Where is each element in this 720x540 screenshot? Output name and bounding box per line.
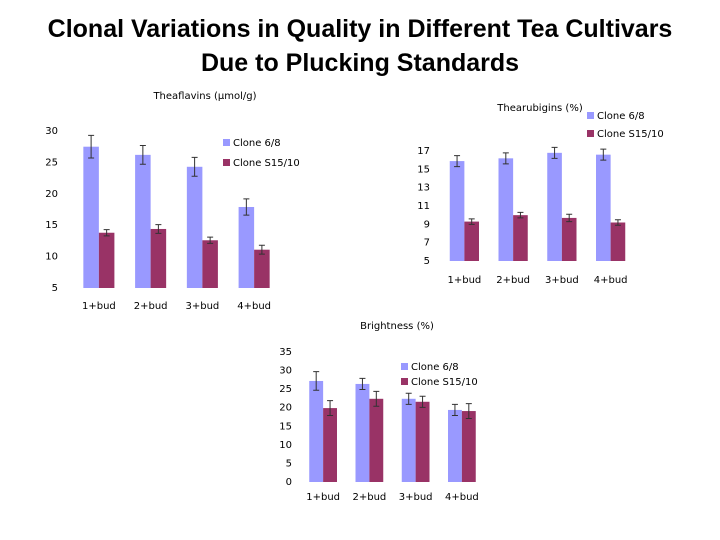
chart-title: Brightness (%): [360, 321, 434, 332]
bar: [238, 206, 255, 288]
error-bar: [551, 146, 558, 159]
legend-label: Clone S15/10: [233, 158, 300, 169]
bar: [448, 409, 462, 482]
error-bar: [359, 377, 366, 391]
y-tick-label: 15: [417, 164, 430, 175]
y-tick-label: 30: [45, 126, 58, 137]
bar: [254, 249, 270, 288]
error-bar: [451, 403, 458, 417]
x-tick-label: 1+bud: [82, 301, 116, 312]
y-tick-label: 17: [417, 146, 430, 157]
y-tick-label: 25: [279, 384, 292, 395]
error-bar: [502, 152, 509, 165]
y-tick-label: 7: [424, 238, 430, 249]
y-tick-label: 20: [45, 189, 58, 200]
bar: [498, 158, 514, 261]
y-tick-label: 25: [45, 157, 58, 168]
error-bar: [103, 229, 110, 237]
y-tick-label: 5: [52, 283, 58, 294]
legend-label: Clone 6/8: [233, 138, 281, 149]
y-tick-label: 20: [279, 403, 292, 414]
legend-swatch: [587, 130, 594, 137]
x-tick-label: 3+bud: [399, 492, 433, 503]
error-bar: [419, 395, 426, 408]
y-tick-label: 35: [279, 347, 292, 358]
y-tick-label: 0: [286, 477, 292, 488]
bar: [401, 398, 416, 482]
error-bar: [614, 219, 621, 226]
x-tick-label: 3+bud: [545, 275, 579, 286]
bar: [83, 146, 99, 288]
legend-swatch: [223, 159, 230, 166]
bar: [150, 228, 167, 288]
x-tick-label: 2+bud: [352, 492, 386, 503]
legend-label: Clone S15/10: [597, 129, 664, 140]
x-tick-label: 4+bud: [594, 275, 628, 286]
bar: [547, 152, 562, 261]
legend-label: Clone S15/10: [411, 377, 478, 388]
error-bar: [88, 134, 95, 159]
bar: [135, 154, 151, 288]
legend-swatch: [401, 378, 408, 385]
x-tick-label: 2+bud: [134, 301, 168, 312]
error-bar: [566, 213, 573, 223]
chart-title: Thearubigins (%): [496, 103, 583, 114]
legend-swatch: [587, 112, 594, 119]
bar: [449, 161, 465, 261]
y-tick-label: 5: [286, 458, 292, 469]
bar: [610, 222, 626, 261]
error-bar: [258, 244, 265, 255]
x-tick-label: 4+bud: [445, 492, 479, 503]
bar: [464, 221, 479, 261]
error-bar: [313, 371, 320, 391]
error-bar: [600, 148, 607, 161]
bar: [415, 401, 430, 482]
bar: [186, 166, 203, 288]
x-tick-label: 3+bud: [185, 301, 219, 312]
error-bar: [207, 236, 214, 244]
legend-label: Clone 6/8: [411, 362, 459, 373]
error-bar: [191, 156, 198, 177]
legend-swatch: [223, 139, 230, 146]
slide-title: Clonal Variations in Quality in Differen…: [47, 15, 673, 77]
y-tick-label: 30: [279, 366, 292, 377]
legend-label: Clone 6/8: [597, 111, 645, 122]
error-bar: [517, 211, 524, 219]
y-tick-label: 10: [279, 440, 292, 451]
bar: [513, 215, 528, 261]
chart-title: Theaflavins (µmol/g): [152, 91, 256, 102]
error-bar: [405, 392, 412, 405]
bar: [323, 408, 337, 482]
bar: [369, 398, 384, 482]
error-bar: [327, 400, 334, 417]
y-tick-label: 11: [417, 201, 430, 212]
error-bar: [243, 198, 250, 216]
y-tick-label: 13: [417, 183, 430, 194]
bar: [355, 383, 370, 482]
y-tick-label: 10: [45, 252, 58, 263]
error-bar: [139, 144, 146, 165]
x-tick-label: 1+bud: [306, 492, 340, 503]
y-tick-label: 15: [279, 421, 292, 432]
error-bar: [155, 224, 162, 234]
legend-swatch: [401, 363, 408, 370]
error-bar: [454, 155, 461, 168]
error-bar: [373, 390, 380, 407]
x-tick-label: 2+bud: [496, 275, 530, 286]
bar: [98, 232, 115, 288]
y-tick-label: 9: [424, 219, 430, 230]
y-tick-label: 5: [424, 256, 430, 267]
bar: [596, 154, 611, 261]
error-bar: [468, 218, 475, 225]
error-bar: [465, 403, 472, 419]
bar: [202, 240, 218, 288]
y-tick-label: 15: [45, 220, 58, 231]
bar: [561, 217, 577, 261]
x-tick-label: 1+bud: [447, 275, 481, 286]
x-tick-label: 4+bud: [237, 301, 271, 312]
bar: [309, 380, 324, 482]
bar: [461, 411, 476, 482]
